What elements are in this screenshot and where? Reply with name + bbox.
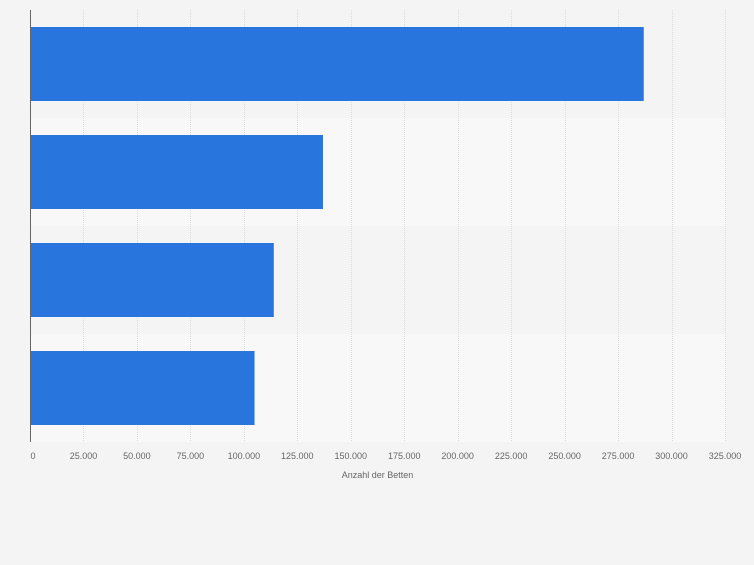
x-tick-label: 275.000 — [602, 451, 635, 461]
x-tick-label: 250.000 — [548, 451, 581, 461]
bars — [30, 27, 644, 425]
x-tick-label: 300.000 — [655, 451, 688, 461]
x-tick-label: 150.000 — [334, 451, 367, 461]
x-axis-label: Anzahl der Betten — [342, 470, 414, 480]
x-tick-label: 50.000 — [123, 451, 151, 461]
x-tick-label: 0 — [30, 451, 35, 461]
bar[interactable] — [30, 351, 255, 425]
x-tick-label: 200.000 — [441, 451, 474, 461]
x-tick-label: 125.000 — [281, 451, 314, 461]
x-tick-label: 75.000 — [177, 451, 205, 461]
x-axis-ticks: 0 25.000 50.000 75.000 100.000 125.000 150.000… — [30, 451, 741, 461]
x-tick-label: 100.000 — [228, 451, 261, 461]
bar[interactable] — [30, 135, 323, 209]
bar[interactable] — [30, 27, 644, 101]
x-tick-label: 175.000 — [388, 451, 421, 461]
x-tick-label: 225.000 — [495, 451, 528, 461]
x-tick-label: 25.000 — [70, 451, 98, 461]
x-tick-label: 325.000 — [709, 451, 742, 461]
bar[interactable] — [30, 243, 274, 317]
